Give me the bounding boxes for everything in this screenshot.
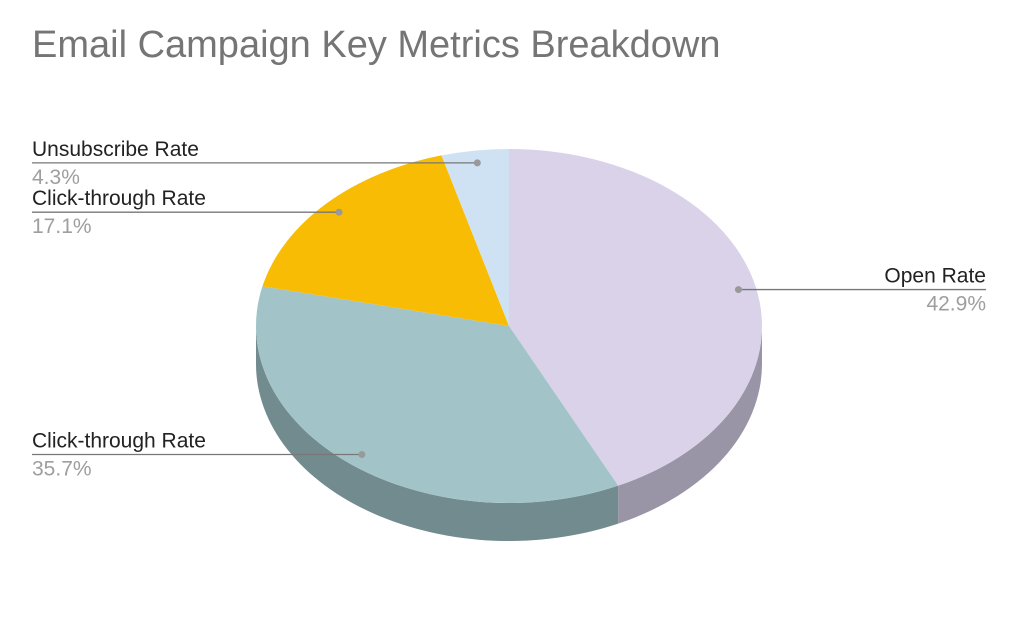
slice-percent-0: 42.9% bbox=[926, 293, 986, 316]
slice-label-0: Open Rate bbox=[884, 265, 986, 288]
slice-label-2: Click-through Rate bbox=[32, 187, 206, 210]
pie-slice-1 bbox=[256, 286, 619, 503]
slice-label-1: Click-through Rate bbox=[32, 429, 206, 452]
slice-percent-1: 35.7% bbox=[32, 457, 92, 480]
chart-title: Email Campaign Key Metrics Breakdown bbox=[32, 24, 721, 66]
leader-dot-1 bbox=[358, 450, 366, 458]
leader-dot-0 bbox=[734, 286, 742, 294]
slice-label-3: Unsubscribe Rate bbox=[32, 138, 199, 161]
pie-slice-3 bbox=[441, 149, 509, 326]
pie-labels-layer: Open Rate 42.9% Click-through Rate 35.7% Cli… bbox=[32, 138, 986, 480]
slice-percent-2: 17.1% bbox=[32, 215, 92, 238]
slice-percent-3: 4.3% bbox=[32, 166, 80, 189]
pie-depth-layer bbox=[256, 326, 762, 541]
pie-slice-side-0 bbox=[618, 326, 762, 524]
leader-dot-2 bbox=[335, 208, 343, 216]
pie-slice-0 bbox=[509, 149, 763, 486]
pie-slice-side-1 bbox=[256, 326, 619, 541]
pie-slice-2 bbox=[262, 155, 509, 326]
leader-dot-3 bbox=[473, 159, 481, 167]
pie-slices-layer bbox=[256, 149, 763, 503]
